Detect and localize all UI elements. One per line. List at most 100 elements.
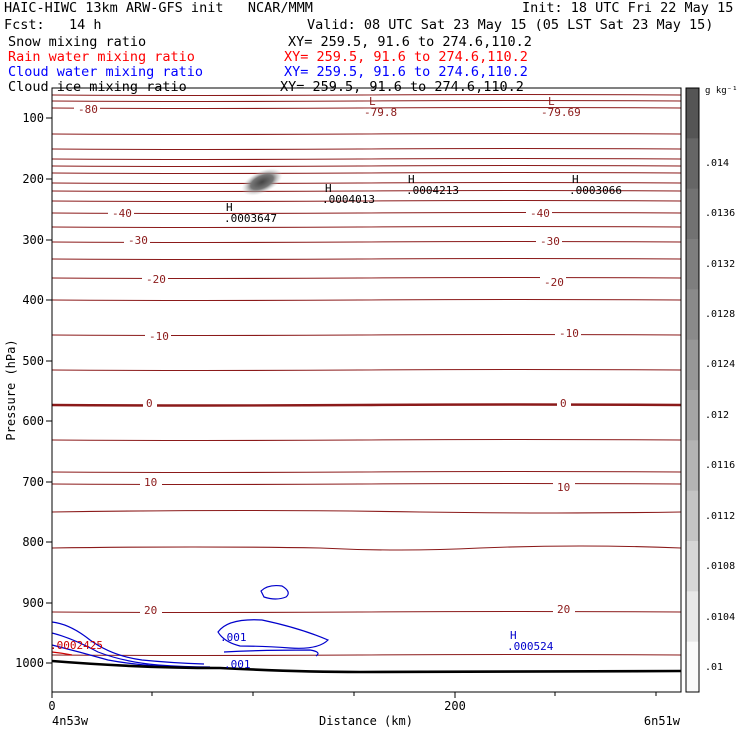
high-symbol: H	[408, 173, 415, 186]
field-xy-cloudice: XY= 259.5, 91.6 to 274.6,110.2	[280, 79, 524, 95]
colorbar-unit: g kg⁻¹	[705, 86, 738, 96]
temperature-contour	[51, 93, 682, 97]
colorbar-label: .014	[705, 158, 729, 169]
temp-label: -30	[128, 234, 148, 247]
forecast-hour: Fcst: 14 h	[4, 17, 102, 33]
high-value: .0003066	[569, 184, 622, 197]
temperature-contour	[51, 653, 682, 657]
colorbar-labels: .014 .0136 .0132 .0128 .0124 .012 .0116 …	[705, 158, 735, 673]
y-axis-ticks	[46, 117, 657, 698]
temperature-contour	[51, 225, 682, 229]
temp-label: 20	[557, 603, 570, 616]
y-tick-500: 500	[22, 354, 44, 368]
terrain-line	[51, 659, 682, 674]
high-symbol: H	[510, 629, 517, 642]
plot-frame	[51, 87, 682, 693]
temp-label: -20	[146, 273, 166, 286]
temp-label: -40	[112, 207, 132, 220]
init-time: Init: 18 UTC Fri 22 May 15	[522, 0, 734, 16]
colorbar-segment	[686, 239, 699, 290]
colorbar-label: .01	[705, 662, 723, 673]
high-symbol: H	[226, 201, 233, 214]
y-tick-400: 400	[22, 293, 44, 307]
cloud-water-label: .001	[220, 631, 247, 644]
y-tick-labels: 100 200 300 400 500 600 700 800 900 1000	[15, 111, 44, 670]
y-tick-800: 800	[22, 535, 44, 549]
cloud-water-label: .001	[224, 658, 251, 671]
temp-label: -40	[530, 207, 550, 220]
x-tick-0: 0	[48, 699, 55, 713]
colorbar-label: .0116	[705, 460, 735, 471]
valid-time: Valid: 08 UTC Sat 23 May 15 (05 LST Sat …	[307, 17, 714, 33]
temperature-contour	[51, 545, 682, 551]
temperature-contour	[51, 189, 682, 193]
high-value: .0004013	[322, 193, 375, 206]
temperature-contour	[51, 257, 682, 261]
temperature-contour	[51, 157, 682, 161]
temp-label: -30	[540, 235, 560, 248]
field-name-rain: Rain water mixing ratio	[8, 49, 195, 65]
y-axis-label: Pressure (hPa)	[4, 339, 18, 440]
field-name-snow: Snow mixing ratio	[8, 34, 147, 50]
temp-label: -80	[78, 103, 98, 116]
field-xy-rain: XY= 259.5, 91.6 to 274.6,110.2	[284, 49, 528, 65]
colorbar-segment	[686, 490, 699, 542]
temp-label: 20	[144, 604, 157, 617]
temperature-contour	[51, 181, 682, 185]
high-symbol: H	[572, 173, 579, 186]
y-tick-600: 600	[22, 414, 44, 428]
temperature-contour	[51, 509, 682, 514]
colorbar-label: .0104	[705, 612, 735, 623]
temperature-contour	[51, 298, 682, 302]
colorbar-segment	[686, 138, 699, 190]
rain-value-label: .0002425	[50, 639, 103, 652]
high-value: .0004213	[406, 184, 459, 197]
colorbar-label: .0124	[705, 359, 735, 370]
colorbar-segment	[686, 390, 699, 441]
high-value: .0003647	[224, 212, 277, 225]
temp-label: 10	[144, 476, 157, 489]
colorbar-label: .0108	[705, 561, 735, 572]
temperature-contour	[51, 438, 682, 442]
temperature-contour	[51, 199, 682, 203]
colorbar-segment	[686, 541, 699, 592]
field-xy-cloudwater: XY= 259.5, 91.6 to 274.6,110.2	[284, 64, 528, 80]
temperature-contour	[51, 132, 682, 136]
y-tick-300: 300	[22, 233, 44, 247]
y-tick-700: 700	[22, 475, 44, 489]
temp-label: -20	[544, 276, 564, 289]
colorbar-segment	[686, 591, 699, 643]
colorbar-frame	[685, 87, 700, 693]
x-tick-200: 200	[444, 699, 466, 713]
colorbar-segment	[686, 188, 699, 240]
temp-label: -10	[149, 330, 169, 343]
colorbar-segment	[686, 88, 699, 139]
temp-label: 0	[146, 397, 153, 410]
colorbar-label: .012	[705, 410, 729, 421]
field-name-cloudwater: Cloud water mixing ratio	[8, 64, 204, 80]
colorbar	[686, 88, 699, 693]
colorbar-segment	[686, 641, 699, 693]
temp-label: 0	[560, 397, 567, 410]
colorbar-segment	[686, 289, 699, 341]
y-tick-1000: 1000	[15, 656, 44, 670]
colorbar-label: .0128	[705, 309, 735, 320]
temperature-contour	[51, 106, 682, 110]
temperature-contour	[51, 171, 682, 175]
temperature-contour	[51, 164, 682, 168]
high-symbol: H	[325, 182, 332, 195]
colorbar-segment	[686, 339, 699, 391]
figure-title: HAIC-HIWC 13km ARW-GFS init NCAR/MMM	[4, 0, 313, 16]
low-symbol: L	[548, 95, 555, 108]
left-endpoint: 4n53w	[52, 714, 89, 728]
snow-maximum-shading	[241, 168, 283, 196]
extrema-labels: L -79.8 L -79.69 H .0004013 H .0004213 H…	[50, 95, 622, 671]
rain-contour	[51, 651, 73, 656]
temperature-contour	[51, 147, 682, 151]
temperature-contour	[51, 99, 682, 103]
field-xy-snow: XY= 259.5, 91.6 to 274.6,110.2	[288, 34, 532, 50]
y-tick-900: 900	[22, 596, 44, 610]
field-name-cloudice: Cloud ice mixing ratio	[8, 79, 187, 95]
